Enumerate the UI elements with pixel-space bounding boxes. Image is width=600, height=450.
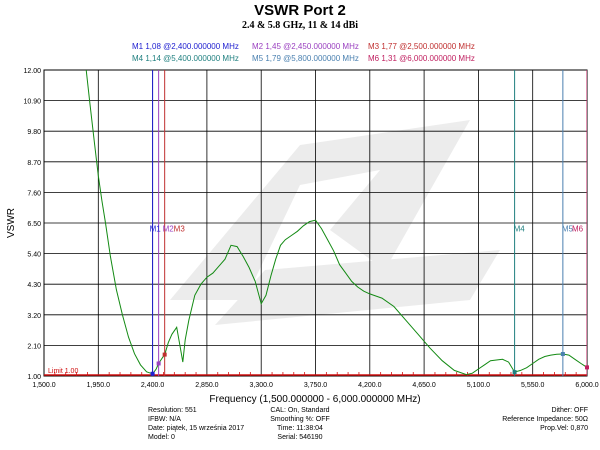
marker-label-m4: M4	[514, 224, 526, 233]
marker-point-m3	[162, 352, 167, 357]
y-tick-label: 9.80	[27, 129, 41, 136]
x-axis-label: Frequency (1,500.000000 - 6,000.000000 M…	[209, 394, 420, 405]
x-tick-label: 5,550.0	[521, 382, 544, 389]
marker-readout-m6: M6 1,31 @6,000.000000 MHz	[368, 54, 475, 63]
x-tick-label: 1,950.0	[87, 382, 110, 389]
marker-label-m5: M5	[562, 224, 574, 233]
x-tick-label: 2,850.0	[195, 382, 218, 389]
footer-date: Date: piątek, 15 września 2017	[148, 425, 245, 432]
footer-smoothing: Smoothing %: OFF	[270, 416, 330, 423]
x-tick-label: 5,100.0	[467, 382, 490, 389]
marker-readout-m4: M4 1,14 @5,400.000000 MHz	[132, 54, 239, 63]
x-tick-label: 4,200.0	[358, 382, 381, 389]
marker-readout-m2: M2 1,45 @2,450.000000 MHz	[252, 42, 359, 51]
footer-time: Time: 11:38:04	[277, 425, 323, 432]
x-tick-label: 2,400.0	[141, 382, 164, 389]
y-tick-label: 12.00	[23, 68, 41, 75]
marker-point-m4	[512, 370, 517, 375]
marker-readout-m5: M5 1,79 @5,800.000000 MHz	[252, 54, 359, 63]
marker-label-m3: M3	[174, 224, 186, 233]
marker-label-m1: M1	[150, 224, 162, 233]
y-tick-label: 8.70	[27, 160, 41, 167]
watermark-logo	[170, 120, 500, 325]
limit-line: Limit 1.00	[44, 368, 587, 376]
y-tick-label: 5.40	[27, 252, 41, 259]
chart-title: VSWR Port 2	[254, 2, 346, 19]
footer-resolution: Resolution: 551	[148, 407, 197, 414]
y-tick-label: 6.50	[27, 221, 41, 228]
x-tick-label: 4,650.0	[412, 382, 435, 389]
y-axis-label: VSWR	[6, 208, 17, 238]
marker-points: M1 M2 M3 M4 M5 M6	[150, 224, 589, 376]
x-tick-label: 3,300.0	[250, 382, 273, 389]
footer-model: Model: 0	[148, 434, 175, 441]
grid-lines	[44, 70, 587, 376]
footer-serial: Serial: 546190	[277, 434, 323, 441]
footer-col-3: Dither: OFF Reference Impedance: 50Ω Pro…	[502, 406, 588, 433]
footer-col-2: CAL: On, Standard Smoothing %: OFF Time:…	[0, 406, 600, 442]
footer-dither: Dither: OFF	[551, 407, 588, 414]
y-tick-label: 1.00	[27, 374, 41, 381]
y-axis-ticks: 1.00 2.10 3.20 4.30 5.40 6.50 7.60 8.70 9.80 10.9…	[23, 68, 41, 381]
chart-subtitle: 2.4 & 5.8 GHz, 11 & 14 dBi	[241, 20, 359, 31]
marker-readout-m1: M1 1,08 @2,400.000000 MHz	[132, 42, 239, 51]
y-tick-label: 3.20	[27, 313, 41, 320]
y-tick-label: 4.30	[27, 282, 41, 289]
marker-label-m2: M2	[163, 224, 175, 233]
x-tick-label: 3,750.0	[304, 382, 327, 389]
y-tick-label: 7.60	[27, 190, 41, 197]
x-tick-label: 1,500.0	[32, 382, 55, 389]
y-tick-label: 10.90	[23, 99, 41, 106]
footer-propvel: Prop.Vel: 0,870	[540, 425, 588, 432]
limit-line-label: Limit 1.00	[48, 368, 78, 375]
marker-point-m6	[585, 365, 589, 370]
x-tick-label: 6,000.0	[575, 382, 598, 389]
series-group	[85, 70, 587, 376]
marker-label-m6: M6	[572, 224, 584, 233]
marker-point-m5	[560, 352, 565, 357]
footer-col-1: Resolution: 551 IFBW: N/A Date: piątek, …	[148, 406, 244, 442]
footer-cal: CAL: On, Standard	[270, 407, 330, 414]
series-line-0	[85, 70, 587, 376]
y-tick-label: 2.10	[27, 343, 41, 350]
marker-lines	[152, 70, 587, 376]
x-axis-ticks: 1,500.0 1,950.0 2,400.0 2,850.0 3,300.0 3,750…	[32, 372, 599, 389]
marker-readout-m3: M3 1,77 @2,500.000000 MHz	[368, 42, 475, 51]
footer-ifbw: IFBW: N/A	[148, 416, 181, 423]
marker-point-m2	[156, 361, 161, 366]
marker-point-m1	[150, 371, 155, 376]
footer-impedance: Reference Impedance: 50Ω	[502, 416, 588, 423]
